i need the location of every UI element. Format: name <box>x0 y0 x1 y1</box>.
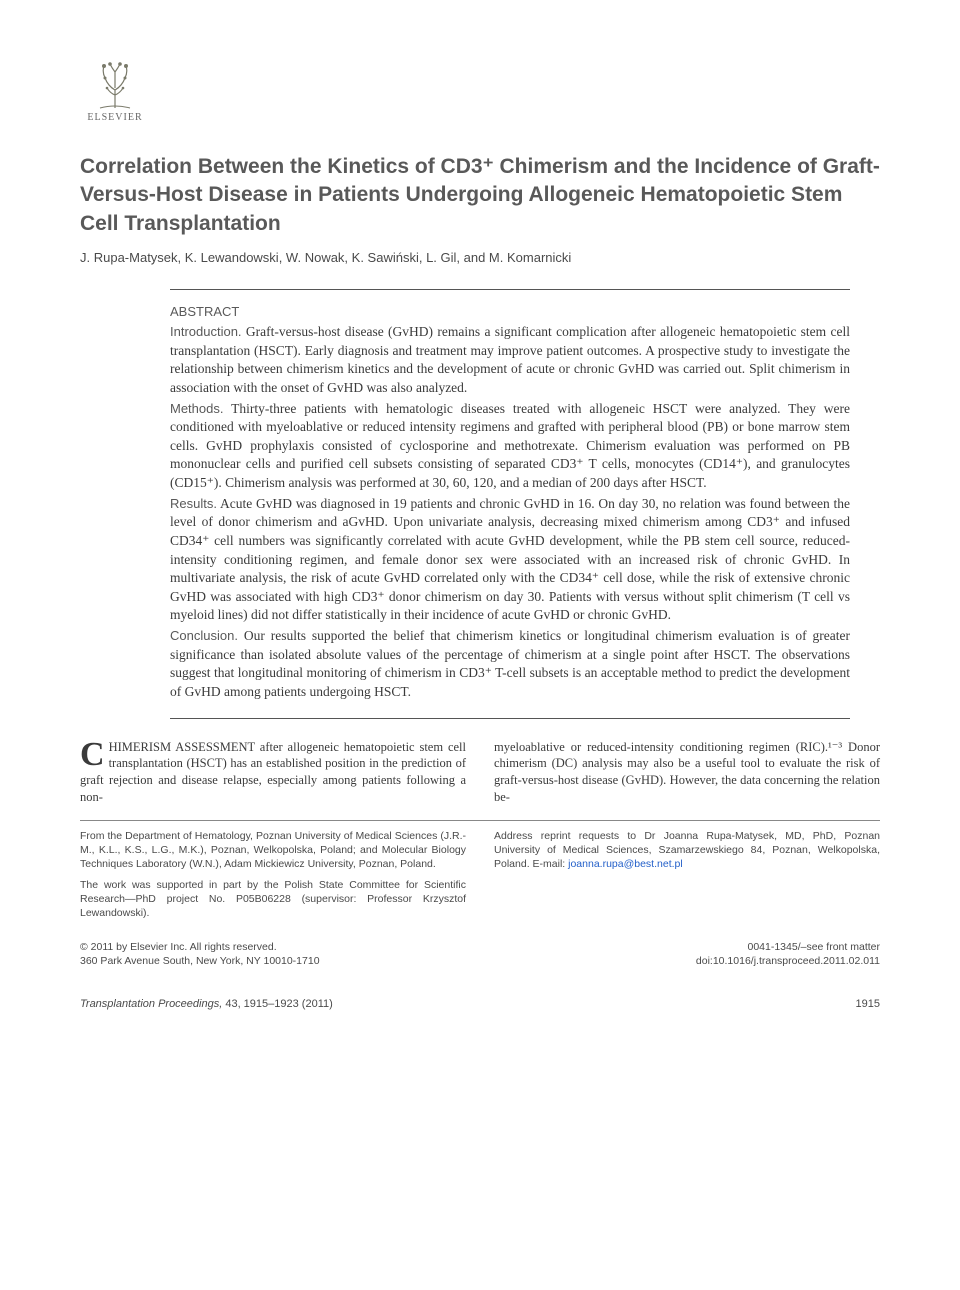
correspondence-text: Address reprint requests to Dr Joanna Ru… <box>494 830 880 870</box>
footnotes-block: From the Department of Hematology, Pozna… <box>80 829 880 926</box>
page-footer: Transplantation Proceedings, 43, 1915–19… <box>80 998 880 1010</box>
elsevier-tree-icon <box>90 60 140 110</box>
body-right-text: myeloablative or reduced-intensity condi… <box>494 740 880 805</box>
copyright-row: © 2011 by Elsevier Inc. All rights reser… <box>80 940 880 968</box>
body-column-left: CHIMERISM ASSESSMENT after allogeneic he… <box>80 739 466 807</box>
abstract-section-label: Results. <box>170 496 217 511</box>
author-list: J. Rupa-Matysek, K. Lewandowski, W. Nowa… <box>80 250 880 265</box>
abstract-section-text: Our results supported the belief that ch… <box>170 628 850 699</box>
publisher-address: 360 Park Avenue South, New York, NY 1001… <box>80 954 320 968</box>
funding-note: The work was supported in part by the Po… <box>80 878 466 921</box>
abstract-section-label: Introduction. <box>170 324 242 339</box>
journal-citation: Transplantation Proceedings, 43, 1915–19… <box>80 998 333 1010</box>
footnote-divider <box>80 820 880 821</box>
correspondence-email[interactable]: joanna.rupa@best.net.pl <box>568 858 683 870</box>
footnote-column-left: From the Department of Hematology, Pozna… <box>80 829 466 926</box>
body-text-columns: CHIMERISM ASSESSMENT after allogeneic he… <box>80 739 880 807</box>
journal-name: Transplantation Proceedings, <box>80 998 222 1010</box>
abstract-methods: Methods. Thirty-three patients with hema… <box>170 400 850 493</box>
publisher-name: ELSEVIER <box>87 112 142 123</box>
copyright-line: © 2011 by Elsevier Inc. All rights reser… <box>80 940 320 954</box>
volume-pages: 43, 1915–1923 (2011) <box>222 998 333 1010</box>
abstract-section-text: Acute GvHD was diagnosed in 19 patients … <box>170 496 850 623</box>
footnote-column-right: Address reprint requests to Dr Joanna Ru… <box>494 829 880 926</box>
page-number: 1915 <box>856 998 880 1010</box>
abstract-block: ABSTRACT Introduction. Graft-versus-host… <box>170 289 850 719</box>
issn-line: 0041-1345/–see front matter <box>696 940 880 954</box>
publisher-logo: ELSEVIER <box>80 60 150 123</box>
affiliation-note: From the Department of Hematology, Pozna… <box>80 829 466 872</box>
copyright-left: © 2011 by Elsevier Inc. All rights reser… <box>80 940 320 968</box>
body-left-text: HIMERISM ASSESSMENT after allogeneic hem… <box>80 740 466 805</box>
dropcap: C <box>80 739 109 769</box>
body-column-right: myeloablative or reduced-intensity condi… <box>494 739 880 807</box>
correspondence-note: Address reprint requests to Dr Joanna Ru… <box>494 829 880 872</box>
abstract-introduction: Introduction. Graft-versus-host disease … <box>170 323 850 398</box>
abstract-section-label: Conclusion. <box>170 628 238 643</box>
abstract-section-text: Graft-versus-host disease (GvHD) remains… <box>170 324 850 395</box>
abstract-conclusion: Conclusion. Our results supported the be… <box>170 627 850 702</box>
article-title: Correlation Between the Kinetics of CD3⁺… <box>80 153 880 238</box>
copyright-right: 0041-1345/–see front matter doi:10.1016/… <box>696 940 880 968</box>
abstract-heading: ABSTRACT <box>170 304 850 319</box>
abstract-results: Results. Acute GvHD was diagnosed in 19 … <box>170 495 850 625</box>
abstract-section-text: Thirty-three patients with hematologic d… <box>170 401 850 491</box>
abstract-section-label: Methods. <box>170 401 223 416</box>
doi-line: doi:10.1016/j.transproceed.2011.02.011 <box>696 954 880 968</box>
